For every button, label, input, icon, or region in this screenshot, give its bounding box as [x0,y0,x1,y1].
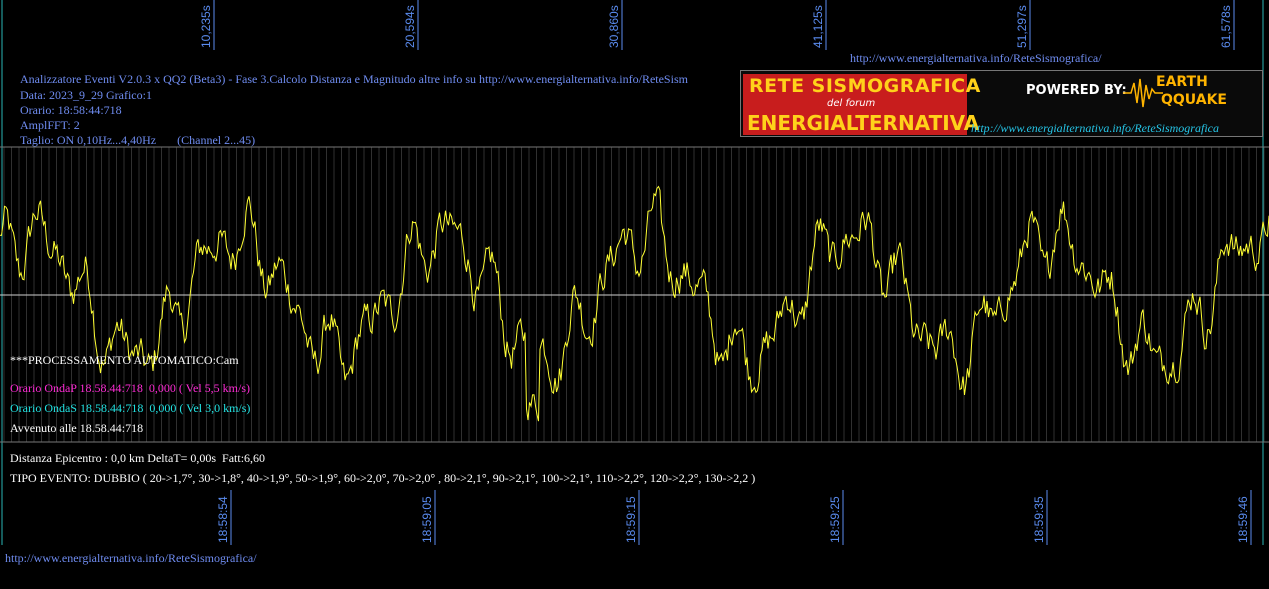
url-bottom[interactable]: http://www.energialternativa.info/ReteSi… [5,551,257,565]
info-line-date: Data: 2023_9_29 Grafico:1 [20,88,152,102]
processing-status: ***PROCESSAMENTO AUTOMATICO:Cam [10,353,239,367]
onda-p-time: Orario OndaP 18.58.44:718 0,000 ( Vel 5,… [10,381,250,395]
banner-title-3: ENERGIALTERNATIVA [747,111,980,135]
top-tick-label: 30,860s [607,5,621,48]
seismo-wave-icon [1123,78,1163,108]
top-tick-label: 20,594s [403,5,417,48]
banner-url[interactable]: http://www.energialternativa.info/ReteSi… [971,121,1219,135]
top-tick-label: 51,297s [1015,5,1029,48]
seismic-signal-trace [0,185,1269,422]
info-line-filter: Taglio: ON 0,10Hz...4,40Hz (Channel 2...… [20,133,256,147]
info-line-time: Orario: 18:58:44:718 [20,103,122,117]
url-top[interactable]: http://www.energialternativa.info/ReteSi… [850,51,1102,65]
banner-title-2: del forum [827,98,876,109]
onda-s-time: Orario OndaS 18.58.44:718 0,000 ( Vel 3,… [10,401,251,415]
top-tick-label: 41,125s [811,5,825,48]
bottom-tick-label: 18:59:46 [1236,496,1250,543]
bottom-tick-label: 18:59:05 [420,496,434,543]
bottom-tick-label: 18:58:54 [216,496,230,543]
event-time: Avvenuto alle 18.58.44:718 [10,421,144,435]
event-type: TIPO EVENTO: DUBBIO ( 20->1,7°, 30->1,8°… [10,471,756,485]
info-line-amplfft: AmplFFT: 2 [20,118,80,132]
info-line-analyzer: Analizzatore Eventi V2.0.3 x QQ2 (Beta3)… [20,72,688,86]
bottom-tick-label: 18:59:25 [828,496,842,543]
top-tick-label: 10,235s [199,5,213,48]
top-tick-label: 61,578s [1219,5,1233,48]
banner-logo-qquake: QQUAKE [1161,92,1227,108]
banner-title-1: RETE SISMOGRAFICA [749,75,981,97]
banner-logo-earth: EARTH [1156,74,1208,90]
time-ticks: 10,235s 20,594s 30,860s 41,125s 51,297s 61,57… [1,0,1264,545]
epicenter-distance: Distanza Epicentro : 0,0 km DeltaT= 0,00… [10,451,266,465]
bottom-tick-label: 18:59:35 [1032,496,1046,543]
banner-powered-by: POWERED BY: [1026,83,1127,98]
banner-red-block [743,74,967,135]
rete-sismografica-banner[interactable]: RETE SISMOGRAFICA del forum ENERGIALTERN… [740,70,1263,137]
bottom-tick-label: 18:59:15 [624,496,638,543]
